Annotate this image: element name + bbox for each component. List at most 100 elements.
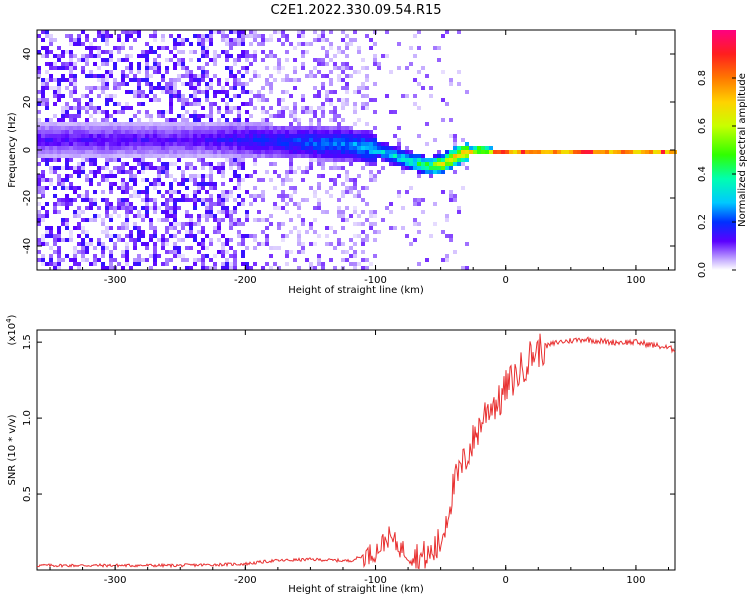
heatmap-cell: [105, 162, 109, 166]
heatmap-cell: [341, 190, 345, 194]
heatmap-cell: [309, 146, 313, 150]
heatmap-cell: [269, 34, 273, 38]
heatmap-cell: [617, 150, 621, 154]
heatmap-cell: [145, 70, 149, 74]
heatmap-cell: [197, 102, 201, 106]
heatmap-cell: [161, 34, 165, 38]
heatmap-cell: [365, 154, 369, 158]
heatmap-cell: [93, 118, 97, 122]
heatmap-cell: [125, 106, 129, 110]
heatmap-cell: [137, 122, 141, 126]
heatmap-cell: [333, 130, 337, 134]
heatmap-cell: [77, 214, 81, 218]
heatmap-cell: [249, 150, 253, 154]
heatmap-cell: [73, 66, 77, 70]
heatmap-cell: [269, 266, 273, 270]
heatmap-cell: [93, 214, 97, 218]
heatmap-cell: [321, 34, 325, 38]
heatmap-cell: [185, 258, 189, 262]
heatmap-cell: [137, 262, 141, 266]
heatmap-cell: [285, 78, 289, 82]
heatmap-cell: [149, 134, 153, 138]
heatmap-cell: [137, 150, 141, 154]
heatmap-cell: [349, 142, 353, 146]
heatmap-cell: [253, 158, 257, 162]
heatmap-cell: [369, 158, 373, 162]
heatmap-cell: [137, 130, 141, 134]
heatmap-cell: [329, 30, 333, 34]
heatmap-cell: [269, 254, 273, 258]
heatmap-cell: [213, 130, 217, 134]
heatmap-cell: [437, 170, 441, 174]
heatmap-cell: [409, 154, 413, 158]
heatmap-cell: [353, 38, 357, 42]
heatmap-cell: [265, 142, 269, 146]
heatmap-cell: [209, 110, 213, 114]
heatmap-cell: [417, 202, 421, 206]
heatmap-cell: [97, 110, 101, 114]
heatmap-cell: [297, 42, 301, 46]
heatmap-cell: [417, 174, 421, 178]
heatmap-cell: [429, 170, 433, 174]
heatmap-cell: [321, 210, 325, 214]
heatmap-cell: [289, 78, 293, 82]
heatmap-cell: [49, 78, 53, 82]
heatmap-cell: [117, 186, 121, 190]
heatmap-cell: [41, 46, 45, 50]
heatmap-cell: [45, 230, 49, 234]
heatmap-cell: [133, 94, 137, 98]
heatmap-cell: [365, 66, 369, 70]
heatmap-cell: [41, 206, 45, 210]
heatmap-cell: [41, 150, 45, 154]
heatmap-cell: [77, 206, 81, 210]
heatmap-cell: [201, 238, 205, 242]
heatmap-cell: [169, 206, 173, 210]
heatmap-cell: [241, 178, 245, 182]
heatmap-cell: [53, 186, 57, 190]
heatmap-cell: [349, 254, 353, 258]
heatmap-cell: [121, 58, 125, 62]
heatmap-cell: [401, 158, 405, 162]
heatmap-cell: [189, 218, 193, 222]
heatmap-cell: [169, 98, 173, 102]
heatmap-cell: [281, 238, 285, 242]
heatmap-cell: [369, 134, 373, 138]
heatmap-cell: [145, 130, 149, 134]
heatmap-cell: [465, 90, 469, 94]
heatmap-cell: [633, 150, 637, 154]
heatmap-cell: [225, 122, 229, 126]
heatmap-cell: [309, 110, 313, 114]
heatmap-cell: [177, 134, 181, 138]
heatmap-cell: [45, 122, 49, 126]
heatmap-cell: [241, 50, 245, 54]
heatmap-cell: [441, 98, 445, 102]
heatmap-cell: [181, 130, 185, 134]
heatmap-cell: [361, 66, 365, 70]
heatmap-cell: [41, 242, 45, 246]
heatmap-cell: [221, 190, 225, 194]
heatmap-cell: [329, 150, 333, 154]
heatmap-cell: [125, 190, 129, 194]
heatmap-cell: [85, 126, 89, 130]
heatmap-cell: [161, 162, 165, 166]
heatmap-cell: [309, 142, 313, 146]
heatmap-cell: [121, 182, 125, 186]
heatmap-cell: [309, 138, 313, 142]
heatmap-cell: [337, 166, 341, 170]
heatmap-cell: [121, 186, 125, 190]
heatmap-cell: [105, 118, 109, 122]
heatmap-cell: [73, 250, 77, 254]
heatmap-cell: [241, 126, 245, 130]
heatmap-cell: [241, 166, 245, 170]
heatmap-cell: [221, 154, 225, 158]
heatmap-cell: [193, 190, 197, 194]
heatmap-cell: [357, 134, 361, 138]
heatmap-cell: [101, 242, 105, 246]
heatmap-cell: [41, 258, 45, 262]
heatmap-cell: [381, 142, 385, 146]
heatmap-cell: [89, 182, 93, 186]
heatmap-cell: [133, 146, 137, 150]
heatmap-cell: [73, 82, 77, 86]
heatmap-cell: [49, 50, 53, 54]
heatmap-cell: [153, 262, 157, 266]
